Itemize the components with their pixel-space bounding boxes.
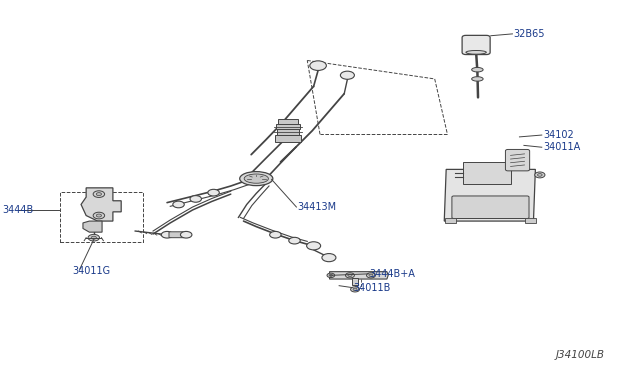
Circle shape (96, 214, 102, 217)
Text: 32B65: 32B65 (514, 29, 545, 39)
FancyBboxPatch shape (462, 35, 490, 55)
Circle shape (93, 191, 104, 198)
FancyBboxPatch shape (506, 150, 530, 171)
Polygon shape (81, 188, 121, 221)
Bar (352, 278, 358, 285)
Ellipse shape (240, 171, 273, 186)
Circle shape (307, 242, 321, 250)
Circle shape (348, 274, 352, 276)
Circle shape (346, 273, 355, 278)
Circle shape (538, 174, 542, 176)
Polygon shape (330, 272, 388, 279)
Circle shape (367, 273, 376, 278)
Bar (278, 119, 298, 124)
Circle shape (340, 71, 355, 79)
Text: 34011B: 34011B (353, 283, 390, 292)
Circle shape (93, 212, 104, 219)
Circle shape (180, 231, 192, 238)
Text: J34100LB: J34100LB (556, 350, 605, 360)
FancyBboxPatch shape (452, 196, 529, 218)
Bar (275, 135, 301, 142)
Bar (525, 218, 536, 223)
Text: 34413M: 34413M (298, 202, 337, 212)
Text: 34102: 34102 (543, 130, 574, 140)
Ellipse shape (472, 77, 483, 81)
Circle shape (289, 237, 300, 244)
Circle shape (351, 287, 360, 292)
Circle shape (96, 193, 102, 196)
Circle shape (310, 61, 326, 70)
Ellipse shape (244, 174, 268, 183)
FancyBboxPatch shape (169, 232, 184, 238)
Circle shape (269, 231, 281, 238)
Circle shape (173, 201, 184, 208)
Ellipse shape (472, 67, 483, 72)
Bar (277, 129, 299, 135)
Circle shape (322, 254, 336, 262)
Circle shape (92, 236, 97, 239)
Circle shape (208, 189, 220, 196)
Text: 3444B: 3444B (3, 205, 34, 215)
Bar (445, 218, 456, 223)
Polygon shape (444, 169, 536, 221)
Text: 3444B+A: 3444B+A (370, 269, 415, 279)
Circle shape (327, 273, 335, 278)
Text: 34011G: 34011G (73, 266, 111, 276)
Circle shape (329, 275, 333, 276)
Text: 34011A: 34011A (543, 142, 580, 152)
Polygon shape (83, 221, 102, 232)
Circle shape (161, 231, 173, 238)
Bar (276, 124, 300, 129)
Circle shape (88, 234, 100, 241)
Ellipse shape (466, 51, 486, 54)
Circle shape (369, 274, 373, 276)
Circle shape (190, 196, 202, 202)
Circle shape (535, 172, 545, 178)
Bar (60, 192, 143, 242)
Circle shape (353, 288, 357, 291)
FancyBboxPatch shape (463, 162, 511, 184)
